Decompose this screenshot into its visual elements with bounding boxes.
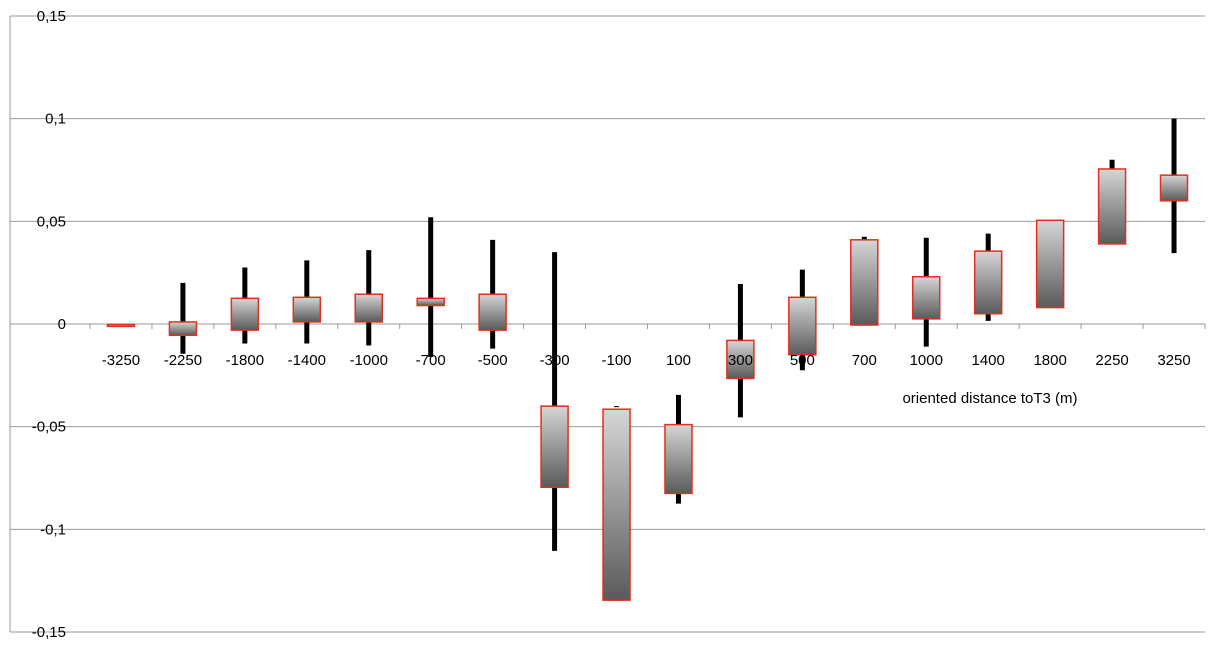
box (912, 276, 941, 320)
box (664, 423, 693, 495)
x-tick-label: -2250 (164, 352, 202, 369)
x-tick-label: -1400 (288, 352, 326, 369)
box (230, 297, 260, 331)
y-tick-label: -0,15 (32, 624, 66, 641)
box (478, 293, 507, 331)
box (354, 293, 383, 323)
x-tick-label: 500 (790, 352, 815, 369)
x-tick-label: 3250 (1157, 352, 1190, 369)
box (788, 296, 817, 356)
y-tick-label: 0,1 (45, 111, 66, 128)
box-layer (106, 168, 1189, 601)
x-tick-label: 1000 (910, 352, 943, 369)
x-tick-label: -700 (416, 352, 446, 369)
box (540, 405, 569, 488)
x-tick-label: -1000 (350, 352, 388, 369)
box (106, 323, 136, 328)
y-tick-labels: 0,15 0,1 0,05 0 -0,05 -0,1 -0,15 (32, 8, 66, 641)
y-tick-label: 0,05 (37, 213, 66, 230)
box (1035, 219, 1065, 309)
box (602, 408, 631, 601)
box (292, 296, 322, 323)
x-tick-label: 1800 (1033, 352, 1066, 369)
y-tick-label: 0,15 (37, 8, 66, 25)
x-tick-labels: -3250 -2250 -1800 -1400 -1000 -700 -500 -300 -10… (102, 352, 1191, 369)
box (1159, 174, 1189, 202)
x-axis-title: oriented distance toT3 (m) (902, 390, 1077, 407)
x-tick-label: 100 (666, 352, 691, 369)
box (973, 250, 1003, 315)
x-tick-label: -500 (478, 352, 508, 369)
x-tick-label: 700 (852, 352, 877, 369)
y-tick-label: -0,05 (32, 419, 66, 436)
box (1097, 168, 1127, 245)
y-tick-label: 0 (58, 316, 66, 333)
box (416, 297, 445, 307)
box (168, 321, 198, 337)
x-tick-label: -1800 (226, 352, 264, 369)
x-tick-label: 300 (728, 352, 753, 369)
box (726, 339, 755, 380)
x-tick-label: 1400 (972, 352, 1005, 369)
box (850, 239, 879, 326)
y-tick-label: -0,1 (40, 521, 66, 538)
x-tick-label: -100 (602, 352, 632, 369)
x-tick-label: -3250 (102, 352, 140, 369)
x-tick-label: -300 (540, 352, 570, 369)
x-tick-label: 2250 (1095, 352, 1128, 369)
